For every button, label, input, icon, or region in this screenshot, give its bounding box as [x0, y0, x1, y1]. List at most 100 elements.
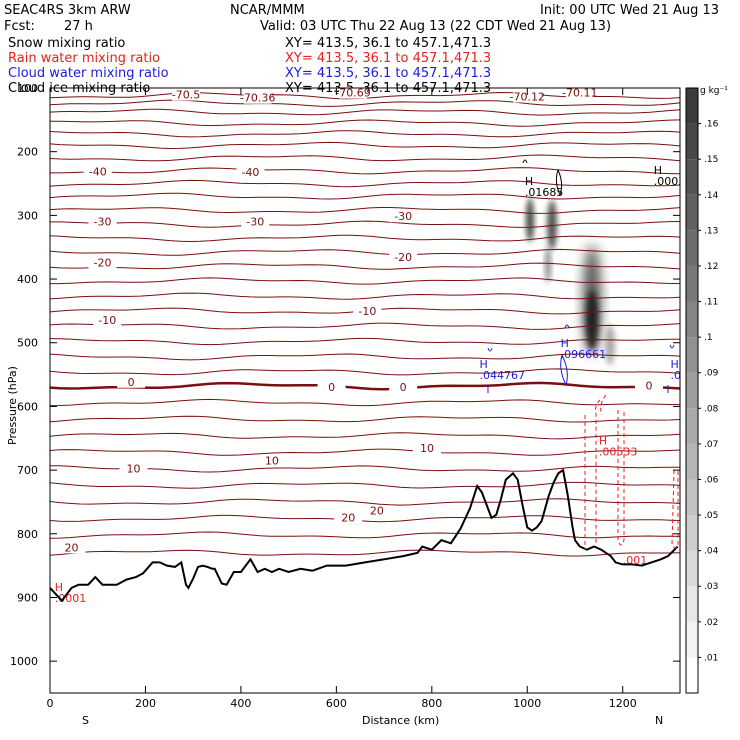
isotherm [50, 368, 680, 376]
y-tick-label: 1000 [10, 655, 38, 668]
isotherm [50, 192, 680, 200]
legend-cloud-water-xy: XY= 413.5, 36.1 to 457.1,471.3 [285, 66, 491, 81]
legend-snow-xy: XY= 413.5, 36.1 to 457.1,471.3 [285, 36, 491, 51]
isotherm [50, 119, 680, 127]
colorbar-segment [686, 230, 698, 266]
contour-label: 20 [370, 504, 384, 517]
y-tick-label: 900 [17, 591, 38, 604]
cloud-water-outline [669, 344, 675, 349]
colorbar-tick-label: .09 [704, 369, 719, 379]
isotherm [50, 337, 680, 346]
x-tick-label: 800 [421, 697, 442, 710]
colorbar-segment [686, 159, 698, 195]
isotherm [50, 262, 680, 270]
y-tick-label: 100 [17, 82, 38, 95]
x-left-end-label: S [82, 714, 89, 727]
label-bg [93, 314, 122, 326]
snow-outline [555, 169, 563, 197]
maximum-value: .00039 [654, 175, 693, 188]
axes: 0 200 400 600 800 1000 12001002003004005006007… [10, 82, 680, 710]
isotherm [50, 108, 680, 116]
colorbar-tick-label: .05 [704, 511, 718, 521]
rain-outline [595, 399, 601, 545]
isotherm [50, 381, 680, 391]
cloud-water-outline [560, 354, 568, 387]
colorbar-tick-label: .06 [704, 475, 719, 485]
maximum-value: .01685 [525, 186, 564, 199]
init-time: Init: 00 UTC Wed 21 Aug 13 [540, 3, 719, 18]
contour-label: -10 [358, 305, 376, 318]
colorbar-segment [686, 443, 698, 480]
shading-blob [545, 247, 551, 283]
label-bg [236, 167, 265, 179]
maximum-value: .044767 [480, 369, 525, 382]
maxima-labels: H.01685H.00039H.044767H.096661H.07756H.0… [55, 164, 693, 605]
colorbar-segment [686, 337, 698, 373]
contour-label: -70.5 [172, 89, 200, 102]
label-bg [389, 381, 418, 393]
colorbar-tick-label: .1 [704, 333, 713, 343]
colorbar-frame [685, 87, 699, 694]
colorbar-segment [686, 479, 698, 516]
isotherm [50, 415, 680, 423]
label-bg [88, 257, 117, 269]
rain-contours [584, 394, 679, 550]
label-bg [634, 380, 663, 392]
maximum-marker: H [525, 175, 533, 188]
isotherm [50, 248, 680, 256]
label-bg [83, 166, 112, 178]
y-tick-label: 300 [17, 209, 38, 222]
label-bg [257, 455, 286, 467]
contour-label: -30 [246, 215, 264, 228]
colorbar-segment [686, 515, 698, 551]
isotherm [50, 549, 680, 557]
colorbar-segment [686, 657, 698, 693]
maximum-marker: H [670, 358, 678, 371]
label-bg [317, 381, 346, 393]
rain-outline [617, 410, 625, 546]
shading-blob [586, 290, 598, 350]
label-bg [389, 211, 418, 223]
label-bg [565, 88, 594, 99]
y-axis-label: Pressure (hPa) [6, 366, 19, 445]
colorbar-tick-label: .01 [704, 653, 718, 663]
colorbar-tick-label: .12 [704, 262, 718, 272]
contour-label: -70.12 [510, 90, 545, 103]
contour-label: -30 [94, 215, 112, 228]
contour-label: 20 [341, 511, 355, 524]
contour-label: 10 [127, 462, 141, 475]
isotherm [50, 514, 680, 523]
isotherm [50, 141, 680, 150]
label-bg [119, 463, 148, 475]
contour-label: -40 [241, 166, 259, 179]
shading-blob [605, 325, 615, 365]
snow-outline [522, 159, 528, 164]
isotherm [50, 465, 680, 473]
contour-label: -30 [394, 210, 412, 223]
label-bg [117, 376, 146, 388]
label-bg [413, 443, 442, 454]
legend-rain: Rain water mixing ratio [8, 51, 160, 66]
x-tick-label: 200 [135, 697, 156, 710]
header: SEAC4RS 3km ARW NCAR/MMM Init: 00 UTC We… [4, 3, 719, 96]
fcst-label: Fcst: [4, 19, 35, 34]
label-bg [88, 216, 117, 228]
rain-outline [671, 469, 679, 549]
plot-frame [49, 87, 681, 694]
isotherm [50, 220, 680, 228]
snow-contours [522, 159, 563, 197]
label-bg [362, 505, 391, 517]
model-title: SEAC4RS 3km ARW [4, 3, 131, 18]
maximum-marker: H [55, 581, 63, 594]
isotherm [50, 498, 680, 506]
x-tick-label: 0 [47, 697, 54, 710]
contour-label: -70.69 [335, 87, 370, 100]
maximum-marker: H [654, 164, 662, 177]
plot-area: -70.5 -70.36 -70.69 -70.12 -70.11 -40 -40 -30 -3… [50, 87, 693, 605]
maximum-value: .096661 [561, 348, 607, 361]
label-bg [353, 306, 382, 318]
cloud-water-outline [564, 324, 570, 329]
x-tick-label: 1200 [609, 697, 637, 710]
isotherm [50, 154, 680, 162]
